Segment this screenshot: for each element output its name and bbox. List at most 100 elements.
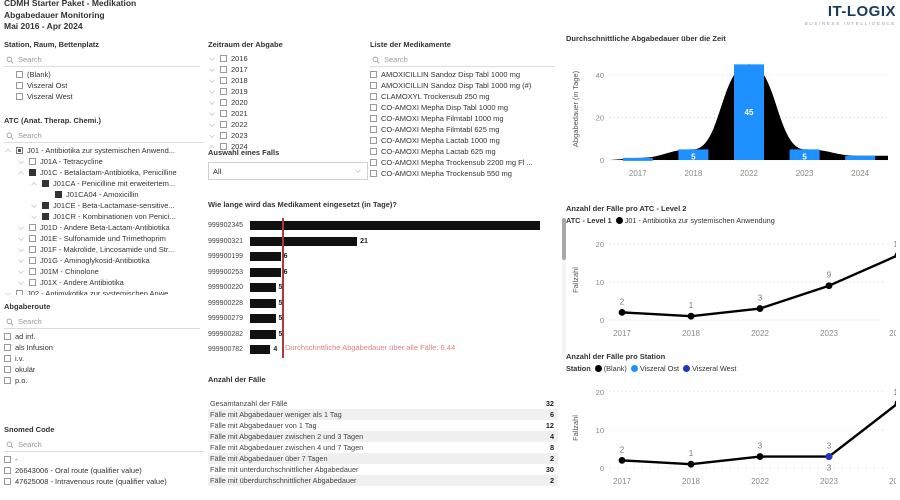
checkbox-icon[interactable]: [29, 268, 36, 275]
list-item[interactable]: als Infusion: [4, 342, 200, 353]
list-item[interactable]: CO-AMOXI Mepha Trockensub 2200 mg Fl ...: [370, 157, 555, 168]
checkbox-icon[interactable]: [29, 279, 36, 286]
checkbox-icon[interactable]: [4, 478, 11, 485]
legend-item[interactable]: Viszeral Ost: [630, 364, 679, 373]
duration-bar[interactable]: [250, 314, 276, 324]
chevron-down-icon[interactable]: [17, 246, 25, 254]
list-item[interactable]: 2022: [208, 119, 348, 130]
list-item[interactable]: 2020: [208, 97, 348, 108]
checkbox-icon[interactable]: [370, 126, 377, 133]
legend-item[interactable]: (Blank): [594, 364, 627, 373]
list-item[interactable]: CO-AMOXI Mepha Filmtabl 1000 mg: [370, 113, 555, 124]
chevron-down-icon[interactable]: [208, 77, 216, 85]
list-item[interactable]: J01A - Tetracycline: [4, 156, 204, 167]
list-item[interactable]: J01G - Aminoglykosid-Antibiotika: [4, 255, 204, 266]
chevron-up-icon[interactable]: [4, 147, 12, 155]
list-item[interactable]: i.v.: [4, 353, 200, 364]
chevron-down-icon[interactable]: [17, 268, 25, 276]
data-point[interactable]: [825, 282, 833, 290]
chevron-up-icon[interactable]: [208, 143, 216, 151]
period-filter-list[interactable]: 2016 2017 2018 2019 2020 2021 2022 2023 2024: [208, 53, 348, 152]
list-item[interactable]: 2024: [208, 141, 348, 152]
checkbox-icon[interactable]: [16, 71, 23, 78]
checkbox-icon[interactable]: [370, 115, 377, 122]
checkbox-icon[interactable]: [16, 93, 23, 100]
duration-bar[interactable]: [250, 345, 271, 355]
checkbox-icon[interactable]: [4, 344, 11, 351]
data-point[interactable]: [687, 460, 695, 468]
duration-bar-row[interactable]: 999900220 5: [208, 280, 558, 296]
chevron-down-icon[interactable]: [208, 55, 216, 63]
list-item[interactable]: ad inf.: [4, 331, 200, 342]
list-item[interactable]: J02 - Antimykotika zur systemischen Anwe…: [4, 288, 204, 295]
data-point[interactable]: [825, 453, 833, 460]
duration-bar[interactable]: [250, 267, 281, 277]
chevron-down-icon[interactable]: [208, 110, 216, 118]
list-item[interactable]: J01CE - Beta-Lactamase-sensitive...: [4, 200, 204, 211]
chevron-up-icon[interactable]: [30, 180, 38, 188]
scrollbar-thumb[interactable]: [562, 218, 566, 260]
atc-filter-tree[interactable]: J01 - Antibiotika zur systemischen Anwen…: [4, 145, 204, 295]
chevron-down-icon[interactable]: [30, 213, 38, 221]
list-item[interactable]: J01E - Sulfonamide und Trimethoprim: [4, 233, 204, 244]
list-item[interactable]: 2019: [208, 86, 348, 97]
list-item[interactable]: Viszeral Ost: [4, 80, 200, 91]
checkbox-icon[interactable]: [42, 213, 49, 220]
station-search-input[interactable]: Search: [4, 53, 200, 67]
list-item[interactable]: 2018: [208, 75, 348, 86]
chevron-down-icon[interactable]: [4, 290, 12, 296]
station-filter-list[interactable]: (Blank) Viszeral Ost Viszeral West: [4, 69, 200, 102]
checkbox-icon[interactable]: [220, 143, 227, 150]
chevron-down-icon[interactable]: [17, 257, 25, 265]
list-item[interactable]: CO-AMOXI Mepha Filmtabl 625 mg: [370, 124, 555, 135]
duration-bar[interactable]: [250, 221, 540, 231]
list-item[interactable]: AMOXICILLIN Sandoz Disp Tabl 1000 mg (#): [370, 80, 555, 91]
list-item[interactable]: CO-AMOXI Mepha Trockensub 550 mg: [370, 168, 555, 179]
checkbox-icon[interactable]: [370, 137, 377, 144]
duration-bar[interactable]: [250, 252, 281, 262]
checkbox-icon[interactable]: [16, 290, 23, 295]
legend-item[interactable]: Viszeral West: [683, 364, 736, 373]
atc-search-input[interactable]: Search: [4, 129, 204, 143]
list-item[interactable]: J01CR - Kombinationen von Penici...: [4, 211, 204, 222]
chevron-up-icon[interactable]: [17, 169, 25, 177]
data-point[interactable]: [756, 453, 764, 460]
duration-bar-row[interactable]: 999900782 4: [208, 342, 558, 358]
list-item[interactable]: 47625008 - Intravenous route (qualifier …: [4, 476, 204, 487]
list-item[interactable]: CO-AMOXI Mepha Lactab 625 mg: [370, 146, 555, 157]
checkbox-icon[interactable]: [220, 99, 227, 106]
value-bar[interactable]: [678, 149, 709, 160]
duration-bar[interactable]: [250, 298, 276, 308]
checkbox-icon[interactable]: [4, 377, 11, 384]
list-item[interactable]: 2023: [208, 130, 348, 141]
medication-filter-list[interactable]: AMOXICILLIN Sandoz Disp Tabl 1000 mg AMOX…: [370, 69, 555, 179]
list-item[interactable]: J01F - Makrolide, Lincosamide und Str...: [4, 244, 204, 255]
list-item[interactable]: Viszeral West: [4, 91, 200, 102]
checkbox-icon[interactable]: [370, 170, 377, 177]
list-item[interactable]: 2021: [208, 108, 348, 119]
list-item[interactable]: 26643006 - Oral route (qualifier value): [4, 465, 204, 476]
checkbox-icon[interactable]: [4, 467, 11, 474]
checkbox-icon[interactable]: [220, 88, 227, 95]
list-item[interactable]: CO-AMOXI Mepha Disp Tabl 1000 mg: [370, 102, 555, 113]
checkbox-icon[interactable]: [370, 148, 377, 155]
checkbox-icon[interactable]: [220, 77, 227, 84]
checkbox-icon[interactable]: [16, 82, 23, 89]
list-item[interactable]: CLAMOXYL Trockensub 250 mg: [370, 91, 555, 102]
checkbox-icon[interactable]: [220, 132, 227, 139]
checkbox-icon[interactable]: [220, 121, 227, 128]
chevron-down-icon[interactable]: [208, 66, 216, 74]
value-bar[interactable]: [789, 149, 820, 160]
duration-chart-scrollbar[interactable]: [562, 218, 566, 358]
duration-bar-row[interactable]: 999900282 5: [208, 327, 558, 343]
medication-search-input[interactable]: Search: [370, 53, 555, 67]
value-bar[interactable]: [734, 64, 764, 160]
chevron-down-icon[interactable]: [208, 132, 216, 140]
legend-item-j01[interactable]: J01 - Antibiotika zur systemischen Anwen…: [615, 216, 775, 225]
checkbox-icon[interactable]: [29, 257, 36, 264]
list-item[interactable]: J01CA04 - Amoxicillin: [4, 189, 204, 200]
snomed-search-input[interactable]: Search: [4, 438, 204, 452]
chevron-down-icon[interactable]: [17, 224, 25, 232]
chevron-down-icon[interactable]: [17, 279, 25, 287]
duration-bar[interactable]: [250, 236, 358, 246]
